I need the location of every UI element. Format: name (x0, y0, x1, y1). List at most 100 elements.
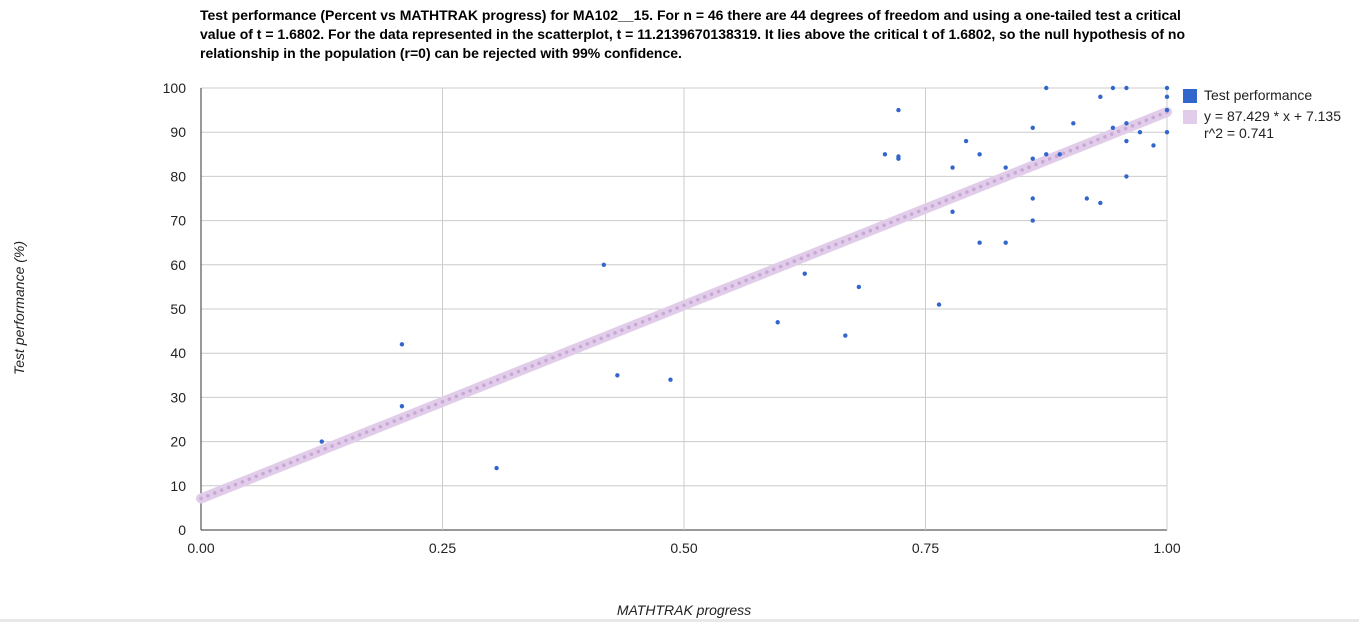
trendline-dot (323, 446, 328, 451)
data-point[interactable] (950, 165, 955, 170)
data-point[interactable] (1124, 85, 1129, 91)
trendline-dot (399, 416, 403, 421)
trendline-dot (978, 184, 983, 189)
trendline-dot (785, 262, 790, 266)
trendline-dot (820, 248, 824, 252)
trendline-dot (771, 267, 776, 272)
data-point[interactable] (775, 320, 780, 325)
trendline-dot (1068, 148, 1073, 153)
trendline-dot (433, 402, 438, 407)
trendline-dot (1089, 140, 1093, 145)
data-point[interactable] (601, 262, 607, 267)
legend-item-test-performance[interactable]: Test performance (1183, 87, 1341, 104)
data-point[interactable] (977, 240, 982, 245)
data-point[interactable] (1164, 130, 1170, 135)
trendline-dot (1110, 132, 1114, 136)
data-point[interactable] (1030, 218, 1035, 223)
data-point[interactable] (1164, 107, 1170, 113)
data-point[interactable] (1030, 196, 1035, 201)
y-axis-title: Test performance (%) (11, 241, 27, 375)
trendline-dot (420, 408, 424, 412)
trendline-dot (896, 217, 900, 222)
trendline-dot (861, 231, 866, 236)
data-point[interactable] (950, 209, 955, 214)
data-point[interactable] (1164, 85, 1170, 91)
trendline-dot (985, 181, 990, 186)
data-point[interactable] (1137, 130, 1143, 135)
y-tick-label: 100 (163, 80, 187, 96)
trendline-dot (799, 256, 804, 261)
data-point[interactable] (494, 465, 499, 471)
y-tick-label: 50 (170, 301, 186, 317)
trendline-dot (233, 482, 238, 487)
chart-title: Test performance (Percent vs MATHTRAK pr… (200, 7, 1186, 61)
trendline-dot (592, 339, 597, 343)
y-tick-label: 90 (170, 124, 186, 140)
data-point[interactable] (1030, 156, 1035, 161)
trendline-dot (972, 187, 976, 192)
data-point[interactable] (1044, 152, 1049, 157)
trendline-dot (426, 405, 431, 410)
data-point[interactable] (896, 154, 901, 159)
trendline-dot (627, 325, 631, 330)
trendline-dot (606, 333, 610, 338)
trendline-dot (489, 380, 493, 385)
trendline-dot (454, 394, 459, 399)
trendline-dot (813, 251, 817, 255)
trendline-dot (482, 383, 486, 388)
trendline-dot (392, 419, 397, 423)
trendline-dot (351, 435, 355, 440)
x-tick-label: 1.00 (1153, 540, 1180, 556)
data-point[interactable] (882, 152, 888, 157)
data-point[interactable] (668, 377, 673, 382)
data-point[interactable] (1164, 94, 1170, 100)
y-tick-label: 10 (170, 478, 186, 494)
data-point[interactable] (1124, 138, 1129, 144)
data-point[interactable] (1124, 121, 1129, 126)
trendline-dot (1075, 146, 1080, 150)
trendline-dot (599, 336, 603, 341)
data-point[interactable] (856, 284, 862, 290)
data-point[interactable] (896, 107, 901, 113)
trendline-dot (847, 237, 852, 241)
y-tick-label: 40 (170, 345, 186, 361)
trendline-dot (371, 427, 376, 432)
data-point[interactable] (802, 271, 807, 276)
trendline-dot (316, 449, 321, 454)
data-point[interactable] (1124, 174, 1129, 179)
trendline-dot (1151, 115, 1155, 120)
data-point[interactable] (936, 302, 942, 307)
data-point[interactable] (1151, 143, 1156, 148)
data-point[interactable] (1003, 165, 1008, 170)
trendline-dot (406, 413, 410, 418)
trendline-dot (827, 245, 831, 250)
data-point[interactable] (615, 373, 620, 378)
data-point[interactable] (977, 152, 982, 157)
data-point[interactable] (1110, 85, 1116, 91)
trendline-dot (654, 314, 659, 319)
data-point[interactable] (963, 138, 969, 144)
trendline-dot (551, 355, 555, 360)
trendline-dot (1137, 121, 1142, 125)
trendline-dot (240, 480, 245, 484)
trendline-dot (344, 438, 348, 443)
data-point[interactable] (1003, 240, 1008, 245)
data-point[interactable] (1110, 125, 1116, 130)
data-point[interactable] (1071, 121, 1076, 126)
data-point[interactable] (399, 404, 405, 409)
data-point[interactable] (1044, 85, 1049, 91)
data-point[interactable] (843, 333, 848, 338)
trendline-dot (930, 204, 935, 208)
legend-item-trendline[interactable]: y = 87.429 * x + 7.135 r^2 = 0.741 (1183, 108, 1341, 142)
data-point[interactable] (319, 439, 324, 444)
trendline-dot (723, 286, 728, 291)
data-point[interactable] (1030, 125, 1035, 130)
data-point[interactable] (1084, 196, 1090, 201)
trendline-dot (295, 458, 300, 462)
data-point[interactable] (399, 342, 405, 347)
data-point[interactable] (1098, 200, 1103, 206)
data-point[interactable] (1057, 152, 1062, 157)
trendline-dot (668, 308, 672, 313)
trendline-dot (923, 206, 928, 211)
data-point[interactable] (1098, 94, 1103, 100)
